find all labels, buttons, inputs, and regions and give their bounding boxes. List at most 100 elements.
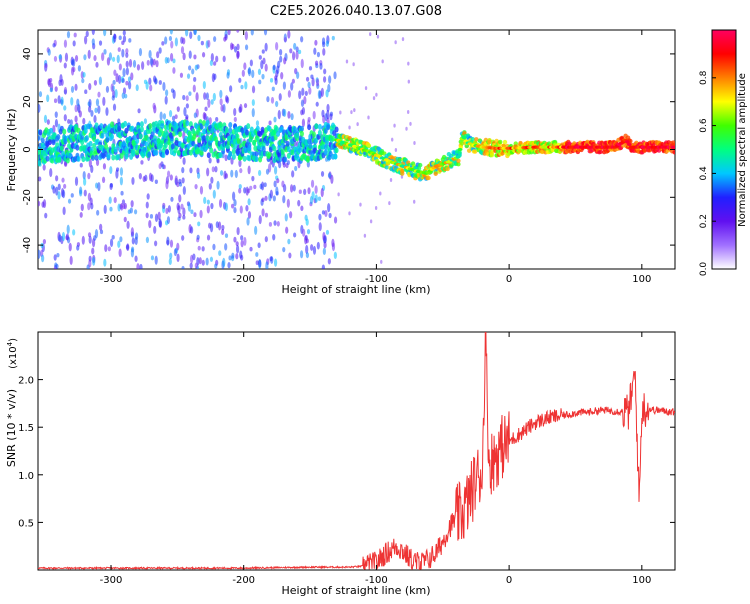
spectrogram-band-blob bbox=[513, 141, 518, 146]
spectrogram-noise-blob bbox=[123, 216, 127, 223]
spectrogram-noise-blob bbox=[191, 68, 195, 75]
spectrogram-noise-blob bbox=[265, 261, 269, 269]
spectrogram-noise-blob bbox=[179, 72, 184, 78]
spectrogram-noise-blob bbox=[69, 255, 73, 266]
spectrogram-band-blob bbox=[47, 139, 52, 146]
spectrogram-noise-blob bbox=[97, 181, 101, 192]
spectrogram-band-blob bbox=[68, 152, 73, 159]
spectrogram-band-blob bbox=[334, 147, 339, 154]
spectrogram-band-blob bbox=[113, 146, 118, 153]
spectrogram-band-blob bbox=[67, 142, 72, 149]
spectrogram-noise-blob bbox=[238, 187, 242, 194]
spectrogram-x-tick-label: 0 bbox=[506, 274, 512, 285]
spectrogram-band-blob bbox=[255, 125, 260, 132]
spectrogram-noise-blob bbox=[108, 52, 113, 61]
spectrogram-noise-blob bbox=[289, 48, 293, 54]
spectrogram-noise-blob bbox=[275, 186, 279, 196]
spectrogram-noise-blob bbox=[150, 255, 155, 261]
spectrogram-noise-blob bbox=[170, 196, 174, 202]
spectrogram-noise-blob bbox=[79, 212, 83, 218]
spectrogram-noise-blob bbox=[305, 76, 310, 82]
spectrogram-noise-blob bbox=[323, 68, 327, 75]
spectrogram-noise-blob bbox=[266, 96, 270, 103]
spectrogram-noise-blob bbox=[201, 52, 206, 58]
spectrogram-noise-blob bbox=[282, 195, 286, 204]
spectrogram-noise-blob bbox=[83, 177, 87, 186]
spectrogram-noise-blob bbox=[170, 40, 174, 49]
spectrogram-noise-blob bbox=[154, 255, 158, 265]
spectrogram-band-blob bbox=[276, 130, 281, 137]
snr-scale-label: (x104) bbox=[6, 338, 19, 369]
spectrogram-noise-blob bbox=[258, 55, 262, 60]
spectrogram-noise-blob bbox=[293, 42, 297, 50]
spectrogram-noise-blob bbox=[158, 47, 162, 54]
spectrogram-noise-blob bbox=[317, 90, 322, 100]
spectrogram-noise-blob bbox=[136, 263, 140, 269]
spectrogram-noise-blob bbox=[327, 172, 332, 178]
spectrogram-noise-blob bbox=[325, 229, 330, 235]
spectrogram-noise-blob bbox=[49, 78, 53, 83]
spectrogram-noise-blob bbox=[125, 244, 130, 250]
spectrogram-noise-blob bbox=[111, 95, 115, 101]
spectrogram-band-blob bbox=[299, 125, 304, 132]
spectrogram-noise-blob bbox=[236, 30, 240, 33]
spectrogram-noise-blob bbox=[316, 241, 320, 250]
spectrogram-noise-blob bbox=[174, 37, 178, 47]
spectrogram-noise-blob bbox=[70, 97, 74, 106]
spectrogram-noise-blob bbox=[146, 59, 150, 66]
spectrogram-band-blob bbox=[498, 139, 503, 145]
spectrogram-noise-blob bbox=[251, 175, 255, 182]
spectrogram-noise-blob bbox=[180, 203, 184, 210]
spectrogram-noise-blob bbox=[161, 41, 165, 46]
spectrogram-noise-blob bbox=[238, 159, 242, 168]
spectrogram-noise-blob bbox=[413, 199, 416, 204]
spectrogram-noise-blob bbox=[109, 166, 113, 175]
spectrogram-band-blob bbox=[456, 158, 461, 163]
spectrogram-noise-blob bbox=[257, 68, 262, 76]
spectrogram-band-blob bbox=[317, 123, 322, 130]
spectrogram-noise-blob bbox=[49, 87, 53, 93]
spectrogram-noise-blob bbox=[269, 189, 273, 199]
spectrogram-x-label: Height of straight line (km) bbox=[281, 283, 430, 296]
spectrogram-noise-blob bbox=[182, 215, 186, 220]
spectrogram-noise-blob bbox=[97, 91, 101, 98]
spectrogram-x-tick-label: -100 bbox=[365, 274, 388, 285]
spectrogram-noise-blob bbox=[215, 55, 219, 63]
spectrogram-y-tick-label: 20 bbox=[22, 95, 33, 108]
spectrogram-noise-blob bbox=[54, 111, 58, 118]
spectrogram-noise-blob bbox=[176, 242, 180, 251]
spectrogram-noise-blob bbox=[243, 103, 248, 109]
snr-panel: -300 -200 -100 0 100 0.5 1.0 1.5 2.0 Height of … bbox=[5, 331, 676, 597]
spectrogram-noise-blob bbox=[298, 49, 302, 55]
spectrogram-noise-blob bbox=[211, 73, 215, 83]
spectrogram-noise-blob bbox=[82, 170, 86, 180]
spectrogram-noise-blob bbox=[182, 94, 186, 101]
snr-frame bbox=[37, 331, 676, 571]
spectrogram-noise-blob bbox=[264, 195, 268, 201]
spectrogram-noise-blob bbox=[158, 218, 162, 228]
spectrogram-band-blob bbox=[317, 129, 322, 136]
spectrogram-noise-blob bbox=[84, 89, 88, 95]
spectrogram-band-blob bbox=[161, 152, 166, 159]
spectrogram-noise-blob bbox=[288, 252, 292, 259]
spectrogram-noise-blob bbox=[169, 174, 173, 181]
spectrogram-noise-blob bbox=[293, 232, 297, 238]
spectrogram-noise-blob bbox=[152, 58, 156, 66]
spectrogram-noise-blob bbox=[339, 110, 342, 115]
spectrogram-noise-blob bbox=[306, 229, 311, 235]
spectrogram-noise-blob bbox=[134, 255, 138, 262]
spectrogram-noise-blob bbox=[326, 109, 330, 120]
snr-x-ticks: -300 -200 -100 0 100 bbox=[100, 332, 651, 586]
spectrogram-band-blob bbox=[286, 152, 291, 159]
spectrogram-noise-blob bbox=[331, 238, 335, 248]
colorbar-scale bbox=[711, 29, 737, 270]
spectrogram-band-blob bbox=[254, 150, 259, 157]
spectrogram-noise-blob bbox=[401, 37, 405, 42]
spectrogram-band-blob bbox=[331, 135, 336, 142]
spectrogram-noise-blob bbox=[258, 259, 262, 268]
spectrogram-noise-blob bbox=[44, 63, 48, 69]
spectrogram-noise-blob bbox=[145, 201, 149, 209]
spectrogram-noise-blob bbox=[324, 210, 328, 218]
spectrogram-noise-blob bbox=[210, 52, 214, 62]
spectrogram-noise-blob bbox=[105, 85, 110, 93]
